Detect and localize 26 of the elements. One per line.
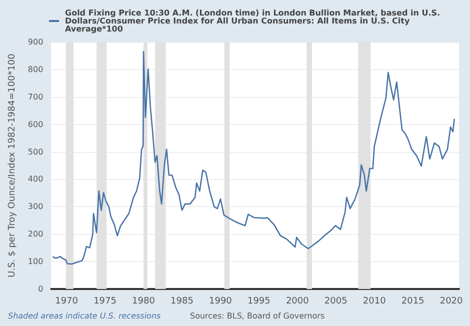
x-tick-label: 2020 xyxy=(440,296,464,306)
x-tick-label: 1990 xyxy=(209,296,232,306)
x-tick-label: 1970 xyxy=(55,296,78,306)
x-tick-label: 1975 xyxy=(94,296,116,306)
x-tick-label: 1995 xyxy=(247,296,270,306)
y-tick-label: 400 xyxy=(28,174,44,184)
y-tick-label: 100 xyxy=(28,257,44,266)
y-tick-label: 700 xyxy=(28,92,44,102)
y-tick-label: 300 xyxy=(28,202,44,212)
x-tick-label: 1980 xyxy=(132,296,156,306)
legend-label: Gold Fixing Price 10:30 A.M. (London time) in London Bullion Market, based in U.S. Dollars/Consumer Price Index for All Urban Consumers: All Items in U.S. City Average*100 xyxy=(65,8,443,34)
x-tick-label: 2010 xyxy=(362,296,386,306)
y-tick-label: 800 xyxy=(28,64,44,74)
x-tick-label: 2005 xyxy=(324,296,348,306)
x-tick-label: 2000 xyxy=(286,296,310,306)
y-tick-label: 500 xyxy=(28,147,44,156)
y-tick-label: 0 xyxy=(38,284,44,294)
text: Shaded areas indicate U.S. recessions xyxy=(8,312,161,320)
x-tick-label: 2015 xyxy=(401,296,424,306)
y-tick-label: 900 xyxy=(28,38,44,46)
source-note: Sources: BLS, Board of Governors xyxy=(190,312,325,320)
x-tick-label: 1985 xyxy=(170,296,194,306)
y-tick-label: 200 xyxy=(28,230,44,239)
y-tick-label: 600 xyxy=(28,120,44,129)
line-series xyxy=(52,50,456,265)
y-axis-title: U.S. $ per Troy Ounce/Index 1982-1984=100*100 xyxy=(8,53,18,278)
